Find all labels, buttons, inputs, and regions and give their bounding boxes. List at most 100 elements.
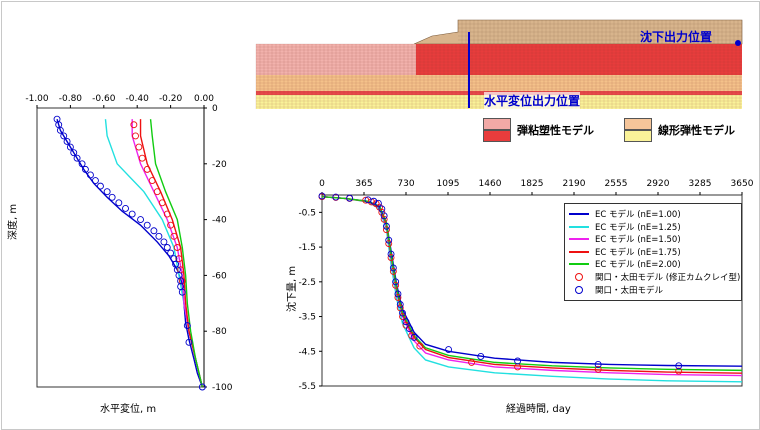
chart1-y-tick-label: -100 xyxy=(212,383,233,393)
chart1-red-marker xyxy=(158,199,166,207)
chart2-blue-marker xyxy=(382,222,390,230)
chart1-blue-marker xyxy=(78,160,86,168)
chart1-blue-marker xyxy=(73,154,81,162)
chart2-blue-marker xyxy=(378,205,386,213)
chart1-blue-marker xyxy=(185,338,193,346)
chart2-red-marker xyxy=(394,293,402,301)
chart2-red-marker xyxy=(385,240,393,248)
chart2-red-marker xyxy=(378,208,386,216)
chart1-x-tick-label: -0.80 xyxy=(59,94,83,104)
chart1-blue-marker xyxy=(97,182,104,190)
chart2-y-tick-label: -3.5 xyxy=(298,313,316,323)
chart2-blue-marker xyxy=(675,362,683,370)
chart2-y-tick-label: -5.5 xyxy=(298,382,316,392)
chart1-blue-marker xyxy=(115,199,123,207)
chart2-blue-marker xyxy=(380,212,388,220)
chart2-x-tick-label: 730 xyxy=(397,179,414,189)
chart1-y-tick-label: -60 xyxy=(212,271,227,281)
chart2-x-tick-label: 1460 xyxy=(479,179,502,189)
legend-row-label: EC モデル (nE=1.50) xyxy=(595,235,681,246)
legend-swatch-yellow xyxy=(624,130,652,142)
chart2-blue-marker xyxy=(396,300,404,308)
chart1-y-tick-label: -20 xyxy=(212,160,227,170)
chart2-blue-marker xyxy=(370,197,378,205)
chart2-x-tick-label: 2555 xyxy=(605,179,628,189)
legend-row-label: EC モデル (nE=1.00) xyxy=(595,210,681,220)
chart2-x-tick-label: 0 xyxy=(319,179,325,189)
chart1-red-marker xyxy=(148,177,156,184)
chart2-red-marker xyxy=(399,313,406,320)
chart1-x-tick-label: -0.40 xyxy=(126,94,150,104)
legend-line-swatch xyxy=(569,250,589,253)
chart2-blue-marker xyxy=(387,250,395,258)
legend-swatch-light-red xyxy=(483,118,511,130)
chart2-blue-marker xyxy=(389,264,397,272)
legend-line-swatch xyxy=(569,225,589,228)
chart2-legend: EC モデル (nE=1.00) EC モデル (nE=1.25) EC モデル (… xyxy=(564,203,742,301)
chart2-x-tick-label: 2920 xyxy=(647,179,670,189)
chart1-blue-marker xyxy=(122,204,129,212)
chart1-blue-marker xyxy=(128,210,136,218)
legend-row: 関口・太田モデル xyxy=(569,284,739,296)
chart2-red-marker xyxy=(372,200,380,208)
legend-swatch-orange xyxy=(624,118,652,130)
chart1-red-marker xyxy=(132,132,139,140)
chart1-red-marker xyxy=(163,210,171,218)
chart2-red-marker xyxy=(675,367,683,375)
chart2-blue-marker xyxy=(385,236,393,244)
chart2-red-marker xyxy=(389,267,397,275)
legend-circle-swatch xyxy=(575,273,583,281)
chart1-blue-marker xyxy=(155,232,163,240)
chart2-x-tick-label: 3650 xyxy=(731,179,754,189)
legend-line-swatch xyxy=(569,238,589,241)
settlement-output-point xyxy=(735,40,741,46)
chart2-blue-marker xyxy=(392,278,400,286)
chart2-blue-marker xyxy=(406,325,413,333)
chart2-red-marker xyxy=(408,332,416,340)
chart2-blue-marker xyxy=(514,357,522,365)
settlement-point-label: 沈下出力位置 xyxy=(640,30,713,44)
chart2-xlabel: 経過時間, day xyxy=(506,404,571,415)
chart1-red-marker xyxy=(167,221,175,229)
chart1-x-tick-label: -0.20 xyxy=(159,94,183,104)
chart1-blue-marker xyxy=(91,177,99,184)
horizontal-point-label: 水平変位出力位置 xyxy=(484,92,581,109)
chart2-blue-marker xyxy=(332,193,340,201)
chart2-y-tick-label: -2.5 xyxy=(298,278,316,288)
chart1-red-marker xyxy=(130,121,138,129)
chart1-series-line xyxy=(149,119,204,388)
chart2-red-marker xyxy=(594,365,602,373)
chart1-blue-marker xyxy=(70,149,78,157)
chart1-red-marker xyxy=(135,143,143,151)
chart2-y-tick-label: -4.5 xyxy=(298,347,316,357)
chart2-red-marker xyxy=(468,358,476,366)
chart1-blue-marker xyxy=(103,188,111,196)
chart1-blue-marker xyxy=(108,193,116,201)
chart1-red-marker xyxy=(143,165,151,173)
chart2-red-marker xyxy=(380,215,388,223)
chart1-blue-marker xyxy=(56,126,64,134)
chart1-blue-marker xyxy=(178,288,186,296)
chart1-blue-marker xyxy=(183,322,191,330)
chart2-blue-marker xyxy=(318,192,326,200)
chart1-blue-marker xyxy=(86,171,94,179)
chart2-x-tick-label: 1825 xyxy=(521,179,544,189)
chart1-red-marker xyxy=(173,244,181,251)
soft-clay-layer xyxy=(416,44,742,75)
legend-row: EC モデル (nE=1.50) xyxy=(569,233,739,245)
chart1-xlabel: 水平変位, m xyxy=(100,404,157,415)
chart2-red-marker xyxy=(387,254,395,261)
legend-label-linear-elastic: 線形弾性モデル xyxy=(658,124,735,137)
chart1-blue-marker xyxy=(167,249,175,257)
chart2-red-marker xyxy=(402,321,410,329)
chart2-x-tick-label: 3285 xyxy=(689,179,712,189)
chart1-x-tick-label: -0.60 xyxy=(92,94,116,104)
chart1-y-tick-label: 0 xyxy=(212,104,218,114)
chart2-blue-marker xyxy=(477,353,485,360)
embankment-mesh xyxy=(458,20,743,45)
chart2-ylabel: 沈下量, m xyxy=(287,265,298,312)
legend-row-label: EC モデル (nE=1.25) xyxy=(595,222,681,233)
chart1-y-tick-label: -40 xyxy=(212,216,227,226)
